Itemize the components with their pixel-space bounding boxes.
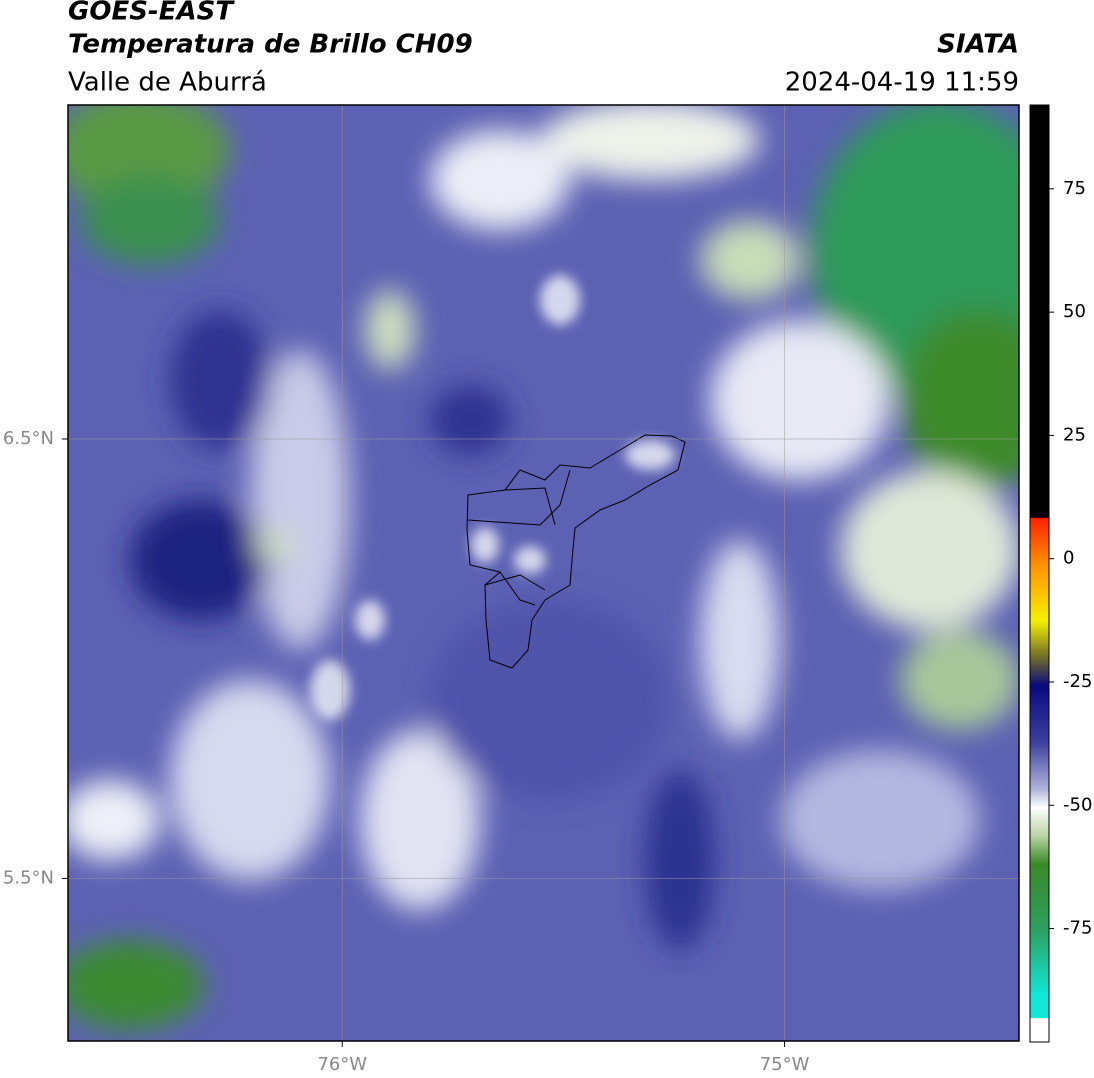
colorbar-tick-label: 0 [1063, 548, 1074, 569]
title: GOES-EAST [68, 0, 235, 27]
agency: SIATA [937, 30, 1019, 60]
colorbar-tick-label: -25 [1063, 671, 1092, 692]
subtitle: Temperatura de Brillo CH09 [68, 30, 473, 60]
colorbar [1029, 104, 1050, 1043]
map-frame [67, 104, 1020, 1042]
y-tick-label: 5.5°N [3, 867, 54, 888]
x-tick-label: 76°W [317, 1054, 367, 1075]
colorbar-tick-label: 50 [1063, 301, 1086, 322]
municipality-boundaries [466, 434, 686, 669]
colorbar-tick-label: 25 [1063, 424, 1086, 445]
temperature-field [68, 105, 1019, 1041]
colorbar-tick-label: -50 [1063, 794, 1092, 815]
datetime: 2024-04-19 11:59 [785, 68, 1019, 98]
region: Valle de Aburrá [68, 68, 267, 98]
colorbar-tick-label: 75 [1063, 178, 1086, 199]
grid [68, 105, 1019, 1041]
y-tick-label: 6.5°N [3, 428, 54, 449]
colorbar-tick-label: -75 [1063, 918, 1092, 939]
x-tick-label: 75°W [760, 1054, 810, 1075]
